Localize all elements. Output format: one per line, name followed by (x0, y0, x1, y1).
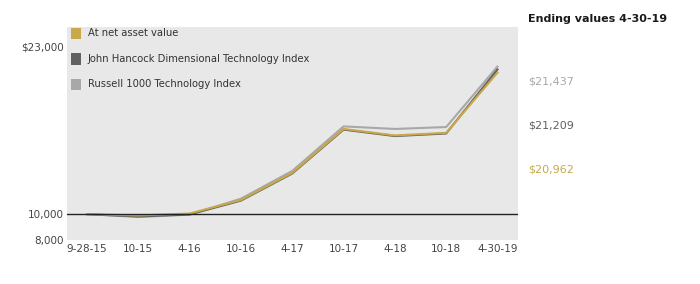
Text: Russell 1000 Technology Index: Russell 1000 Technology Index (88, 80, 241, 89)
Text: John Hancock Dimensional Technology Index: John Hancock Dimensional Technology Inde… (88, 54, 310, 64)
FancyBboxPatch shape (71, 28, 81, 39)
Text: $21,209: $21,209 (528, 121, 575, 131)
FancyBboxPatch shape (71, 53, 81, 65)
Text: Ending values 4-30-19: Ending values 4-30-19 (528, 14, 668, 24)
FancyBboxPatch shape (71, 79, 81, 90)
Text: At net asset value: At net asset value (88, 28, 178, 38)
Text: $21,437: $21,437 (528, 77, 575, 87)
Text: $20,962: $20,962 (528, 165, 575, 175)
